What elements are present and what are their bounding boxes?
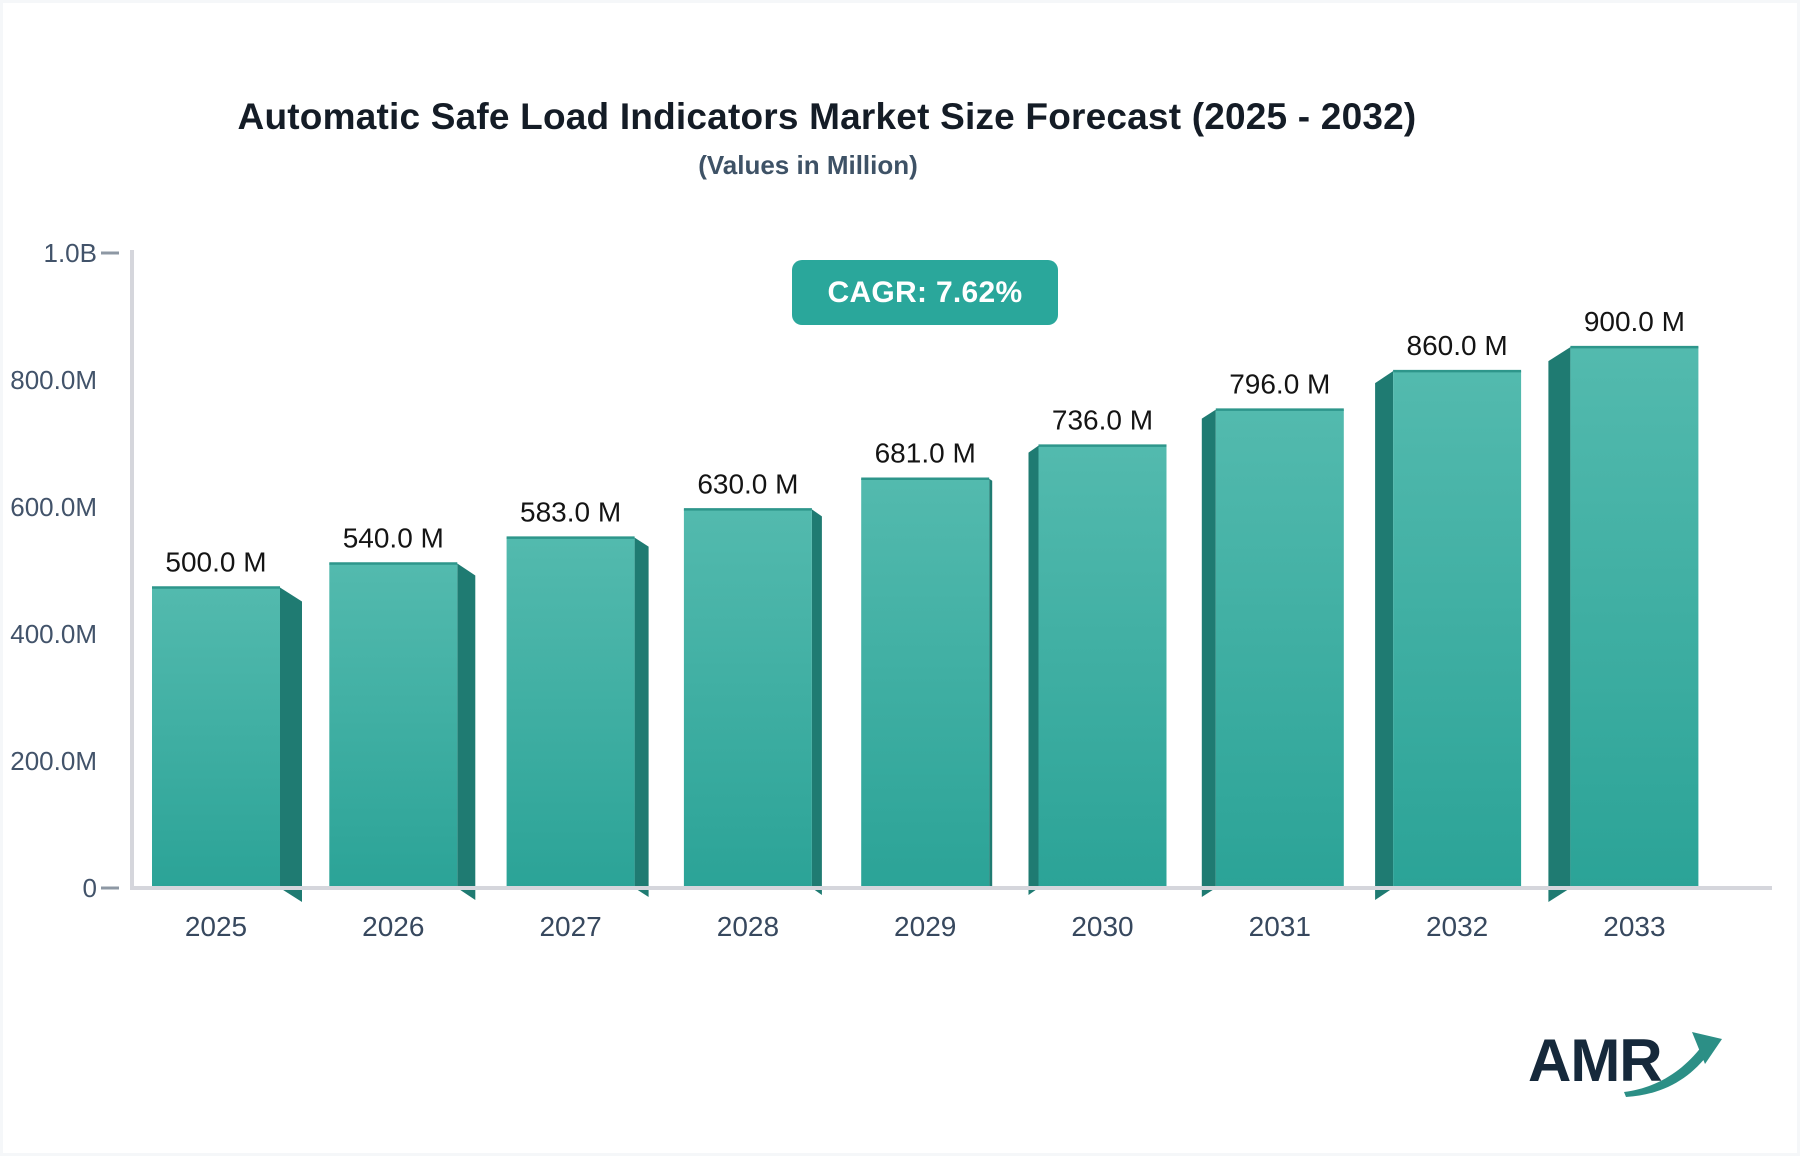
bar-side-face	[1548, 347, 1571, 903]
growth-arrow-icon	[1623, 1032, 1722, 1097]
bar-front-face	[1038, 445, 1167, 888]
y-axis-tick-label: 400.0M	[10, 619, 97, 649]
cagr-badge-label: CAGR: 7.62%	[827, 275, 1023, 309]
bar-value-label: 630.0 M	[697, 468, 798, 499]
x-axis-tick-label: 2025	[185, 911, 247, 942]
bar-front-face	[1393, 371, 1522, 888]
bar-2030	[1028, 444, 1167, 895]
bar-side-face	[1375, 371, 1394, 900]
x-axis-tick-label: 2027	[539, 911, 601, 942]
bar-value-label: 736.0 M	[1052, 405, 1153, 436]
bar-front-face	[1215, 409, 1344, 888]
bar-2027	[506, 536, 649, 897]
bar-side-face	[1028, 445, 1039, 895]
bar-front-face	[861, 478, 990, 888]
bar-value-label: 900.0 M	[1584, 306, 1685, 337]
bar-front-face	[1570, 347, 1699, 889]
bar-side-face	[811, 509, 822, 895]
y-axis-tick-label: 1.0B	[44, 238, 98, 268]
bar-front-face	[329, 563, 458, 888]
bar-value-label: 860.0 M	[1407, 330, 1508, 361]
x-axis-tick-label: 2026	[362, 911, 424, 942]
bar-front-face	[152, 587, 280, 888]
bar-value-label: 796.0 M	[1229, 369, 1330, 400]
y-axis-tick-label: 600.0M	[10, 492, 97, 522]
x-axis-tick-label: 2033	[1603, 911, 1665, 942]
bar-2029	[861, 477, 993, 890]
bar-front-face	[506, 537, 635, 888]
bar-value-label: 583.0 M	[520, 497, 621, 528]
cagr-badge: CAGR: 7.62%	[792, 260, 1058, 325]
x-axis-tick-label: 2032	[1426, 911, 1488, 942]
bar-2031	[1201, 408, 1344, 897]
bar-value-label: 500.0 M	[165, 547, 266, 578]
axis-layer: 0 200.0M 400.0M 600.0M 800.0M 1.0B	[10, 238, 134, 903]
y-axis-tick-label: 800.0M	[10, 365, 97, 395]
x-axis-tick-label: 2029	[894, 911, 956, 942]
bar-side-face	[634, 537, 649, 897]
bar-side-face	[1201, 409, 1216, 897]
bar-2033	[1548, 345, 1699, 903]
bar-2032	[1375, 369, 1522, 900]
bar-front-face	[683, 509, 812, 888]
bars-layer	[152, 345, 1699, 903]
amr-logo-text: AMR	[1528, 1027, 1663, 1094]
bar-side-face	[989, 478, 993, 890]
bar-2028	[683, 508, 822, 895]
chart-subtitle: (Values in Million)	[698, 150, 918, 180]
chart-title: Automatic Safe Load Indicators Market Si…	[237, 96, 1417, 137]
labels-layer: 500.0 M 2025 540.0 M 2026 583.0 M 2027 630.0 M…	[165, 306, 1685, 942]
amr-logo: AMR	[1528, 1028, 1724, 1104]
x-axis-tick-label: 2031	[1249, 911, 1311, 942]
bar-2026	[329, 562, 476, 900]
bar-value-label: 681.0 M	[875, 438, 976, 469]
x-axis-tick-label: 2028	[717, 911, 779, 942]
x-axis-tick-label: 2030	[1071, 911, 1133, 942]
bar-side-face	[280, 587, 302, 902]
y-axis-tick-label: 200.0M	[10, 746, 97, 776]
y-axis-tick-label: 0	[83, 873, 97, 903]
bar-side-face	[457, 563, 476, 900]
bar-2025	[152, 586, 302, 902]
bar-value-label: 540.0 M	[343, 522, 444, 553]
